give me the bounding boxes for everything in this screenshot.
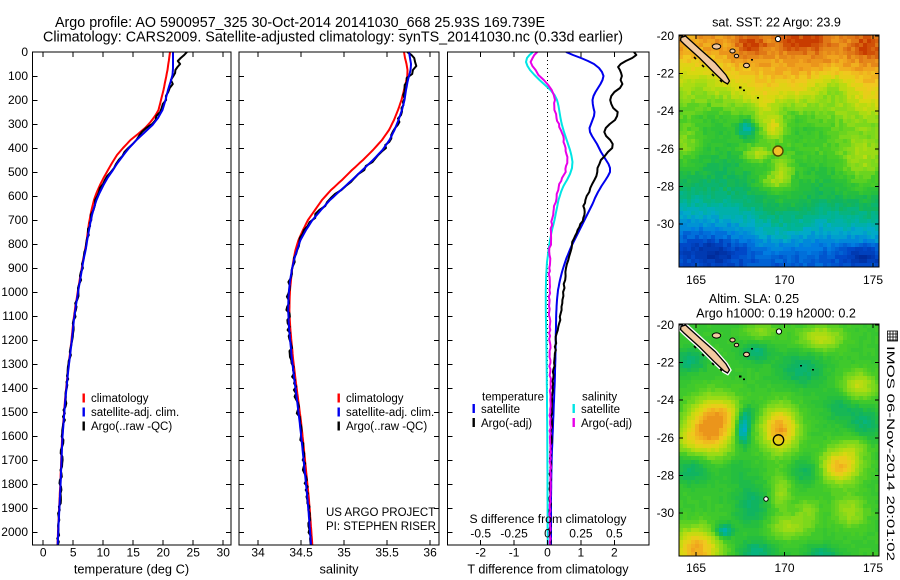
svg-text:S difference from climatology: S difference from climatology (470, 512, 628, 526)
svg-text:salinity: salinity (582, 392, 617, 404)
svg-text:-24: -24 (657, 104, 675, 118)
svg-text:300: 300 (8, 117, 28, 131)
svg-text:satellite-adj. clim.: satellite-adj. clim. (346, 407, 434, 419)
svg-text:climatology: climatology (91, 393, 149, 405)
svg-text:salinity: salinity (319, 562, 359, 577)
svg-text:0.5: 0.5 (606, 527, 623, 541)
svg-text:165: 165 (686, 273, 706, 287)
svg-text:25: 25 (187, 546, 201, 560)
svg-text:Argo(..raw -QC): Argo(..raw -QC) (346, 421, 427, 433)
svg-text:1800: 1800 (1, 477, 28, 491)
svg-text:2000: 2000 (1, 525, 28, 539)
svg-text:400: 400 (8, 141, 28, 155)
svg-text:175: 175 (863, 273, 883, 287)
svg-text:900: 900 (8, 261, 28, 275)
svg-text:0: 0 (21, 45, 28, 59)
svg-text:satellite: satellite (581, 404, 620, 416)
svg-text:Argo(-adj): Argo(-adj) (581, 418, 632, 430)
svg-text:temperature: temperature (482, 392, 544, 404)
svg-text:-30: -30 (657, 217, 675, 231)
svg-text:700: 700 (8, 213, 28, 227)
svg-text:800: 800 (8, 237, 28, 251)
svg-text:climatology: climatology (346, 393, 404, 405)
svg-text:1700: 1700 (1, 453, 28, 467)
svg-text:1000: 1000 (1, 285, 28, 299)
svg-text:-20: -20 (657, 318, 675, 332)
svg-text:-22: -22 (657, 67, 675, 81)
svg-text:temperature (deg C): temperature (deg C) (74, 562, 189, 577)
svg-text:satellite: satellite (481, 404, 520, 416)
svg-text:-0.25: -0.25 (500, 527, 528, 541)
svg-text:34: 34 (251, 546, 265, 560)
svg-text:Argo(..raw -QC): Argo(..raw -QC) (91, 421, 172, 433)
svg-text:10: 10 (97, 546, 111, 560)
svg-text:35.5: 35.5 (375, 546, 399, 560)
svg-text:sat. SST: 22 Argo: 23.9: sat. SST: 22 Argo: 23.9 (712, 16, 841, 30)
svg-text:Climatology: CARS2009. Satelli: Climatology: CARS2009. Satellite-adjuste… (43, 30, 623, 46)
svg-text:36: 36 (423, 546, 437, 560)
svg-text:0: 0 (544, 527, 551, 541)
svg-text:2: 2 (611, 546, 618, 560)
svg-text:1: 1 (578, 546, 585, 560)
svg-text:-0.5: -0.5 (470, 527, 491, 541)
svg-text:170: 170 (774, 273, 794, 287)
svg-text:-26: -26 (657, 142, 675, 156)
svg-text:30: 30 (217, 546, 231, 560)
svg-text:1400: 1400 (1, 381, 28, 395)
svg-text:-28: -28 (657, 179, 675, 193)
svg-text:Altim. SLA: 0.25: Altim. SLA: 0.25 (709, 292, 799, 306)
svg-text:165: 165 (686, 561, 706, 575)
svg-text:1500: 1500 (1, 405, 28, 419)
svg-text:100: 100 (8, 69, 28, 83)
svg-text:0: 0 (40, 546, 47, 560)
svg-text:1900: 1900 (1, 501, 28, 515)
svg-text:satellite-adj. clim.: satellite-adj. clim. (91, 407, 179, 419)
svg-text:-24: -24 (657, 393, 675, 407)
svg-text:1300: 1300 (1, 357, 28, 371)
svg-text:Argo(-adj): Argo(-adj) (481, 418, 532, 430)
svg-text:175: 175 (863, 561, 883, 575)
svg-text:0.25: 0.25 (569, 527, 593, 541)
svg-text:IMOS 06-Nov-2014 20:01:02: IMOS 06-Nov-2014 20:01:02 (884, 346, 896, 561)
svg-text:PI: STEPHEN RISER: PI: STEPHEN RISER (326, 521, 436, 533)
svg-text:-22: -22 (657, 356, 675, 370)
svg-text:0: 0 (544, 546, 551, 560)
svg-text:5: 5 (70, 546, 77, 560)
svg-text:15: 15 (127, 546, 141, 560)
svg-text:500: 500 (8, 165, 28, 179)
svg-text:-2: -2 (475, 546, 486, 560)
svg-text:-26: -26 (657, 431, 675, 445)
svg-text:Argo h1000: 0.19 h2000: 0.2: Argo h1000: 0.19 h2000: 0.2 (696, 307, 856, 321)
svg-text:T difference from climatology: T difference from climatology (467, 563, 629, 577)
svg-text:1200: 1200 (1, 333, 28, 347)
svg-text:20: 20 (157, 546, 171, 560)
svg-text:-1: -1 (509, 546, 520, 560)
svg-text:Argo profile: AO 5900957_325 3: Argo profile: AO 5900957_325 30-Oct-2014… (55, 15, 545, 31)
svg-text:-20: -20 (657, 29, 675, 43)
svg-text:35: 35 (337, 546, 351, 560)
svg-text:1600: 1600 (1, 429, 28, 443)
svg-text:-30: -30 (657, 506, 675, 520)
svg-text:170: 170 (774, 561, 794, 575)
svg-text:1100: 1100 (2, 309, 28, 323)
svg-text:US ARGO PROJECT: US ARGO PROJECT (326, 507, 435, 519)
svg-text:600: 600 (8, 189, 28, 203)
svg-text:34.5: 34.5 (289, 546, 313, 560)
svg-text:-28: -28 (657, 468, 675, 482)
svg-text:200: 200 (8, 93, 28, 107)
